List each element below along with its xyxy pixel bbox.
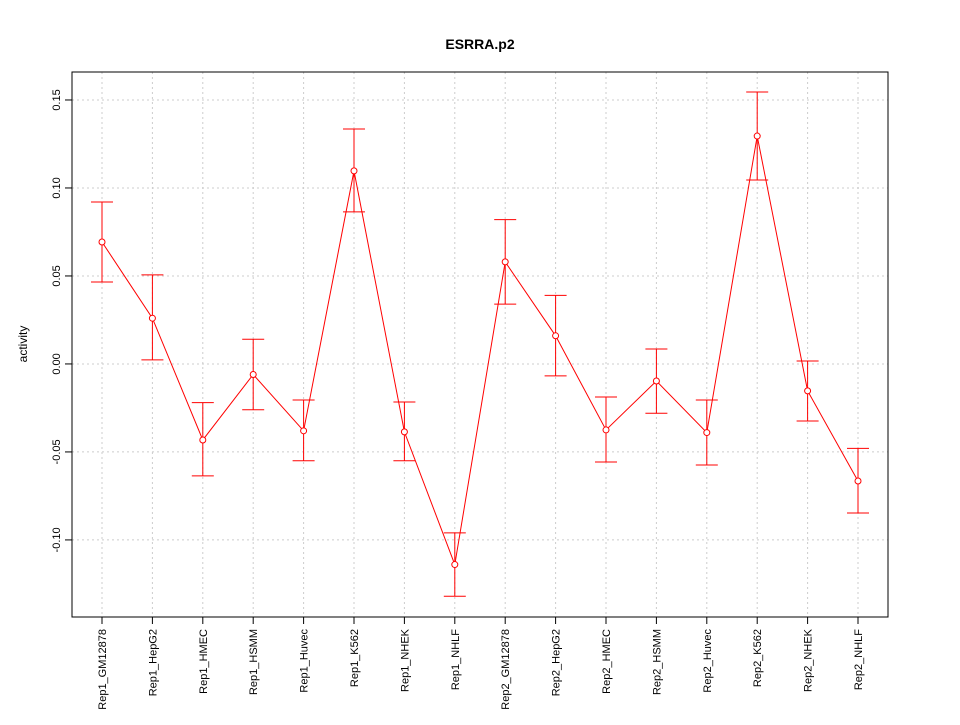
data-point [350,167,358,175]
chart-title: ESRRA.p2 [445,36,514,52]
x-tick-label: Rep2_HSMM [651,629,663,695]
data-point [98,238,106,246]
data-point [451,561,459,569]
x-tick-label: Rep1_HSMM [248,629,260,695]
data-point [148,314,156,322]
plot-frame [71,71,889,618]
series-line [101,135,859,567]
data-point [249,371,257,379]
data-point [703,429,711,437]
y-tick-label: 0.00 [51,353,63,374]
x-tick-label: Rep1_NHEK [399,628,411,692]
x-tick-label: Rep1_Huvec [299,629,311,693]
x-tick-label: Rep1_HepG2 [147,629,159,696]
x-tick-label: Rep1_GM12878 [97,629,109,710]
x-tick-label: Rep2_Huvec [702,629,714,693]
x-tick-label: Rep1_K562 [349,629,361,687]
y-tick-label: 0.10 [51,177,63,198]
y-tick-label: -0.05 [51,439,63,464]
y-tick-label: 0.05 [51,265,63,286]
x-tick-label: Rep2_GM12878 [500,629,512,710]
data-point [400,428,408,436]
data-point [652,377,660,385]
data-point [552,332,560,340]
data-point [753,132,761,140]
data-point [199,436,207,444]
x-tick-label: Rep2_HMEC [601,629,613,694]
x-tick-label: Rep2_K562 [752,629,764,687]
x-tick-label: Rep1_HMEC [198,629,210,694]
x-tick-label: Rep2_HepG2 [551,629,563,696]
y-tick-label: 0.15 [51,89,63,110]
data-point [300,427,308,435]
data-point [804,387,812,395]
y-axis-label: activity [16,326,30,363]
data-point [854,477,862,485]
y-tick-label: -0.10 [51,527,63,552]
x-tick-label: Rep2_NHLF [853,629,865,690]
x-tick-label: Rep1_NHLF [450,629,462,690]
x-tick-label: Rep2_NHEK [803,628,815,692]
data-point [602,426,610,434]
data-point [501,258,509,266]
